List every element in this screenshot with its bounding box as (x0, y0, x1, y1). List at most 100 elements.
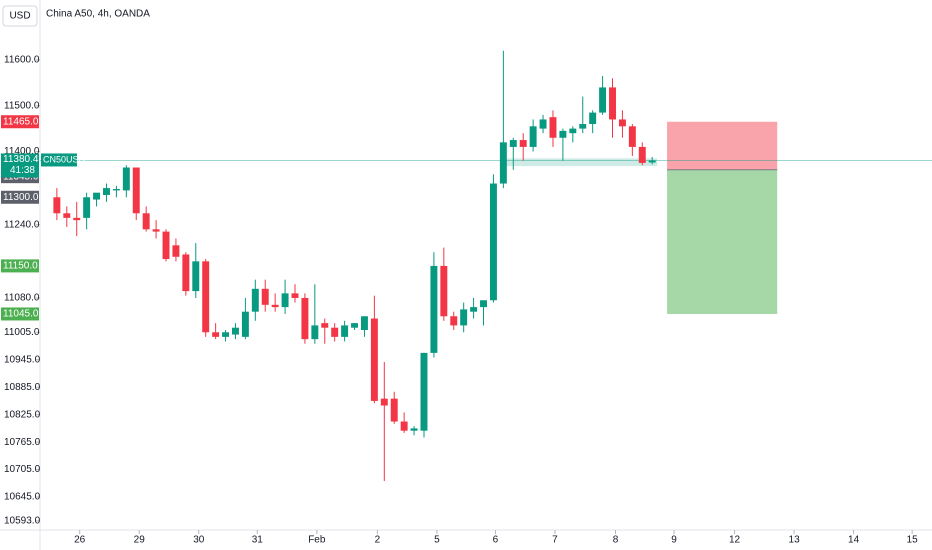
y-tick-label: 11500.0 (4, 100, 40, 111)
candle-body (579, 124, 587, 129)
y-tick-label: 11400.0 (4, 146, 40, 157)
candle-body (499, 142, 507, 184)
candle-body (589, 112, 597, 125)
chart-title: China A50, 4h, OANDA (46, 9, 150, 20)
candle-body (341, 325, 349, 337)
candle-body (331, 327, 339, 337)
x-tick-label: 29 (134, 535, 146, 546)
candle-body (311, 325, 319, 340)
candle-body (103, 188, 110, 195)
reward-zone (667, 169, 778, 314)
candle-body (261, 288, 269, 305)
candle-body (73, 217, 81, 221)
price-label-box (1, 190, 39, 204)
y-tick-label: 10705.0 (4, 464, 41, 475)
candle-body (281, 293, 289, 308)
candle-body (132, 167, 140, 214)
candle-body (390, 398, 398, 422)
x-tick-label: 15 (907, 535, 919, 546)
candle-body (142, 213, 150, 230)
price-label-box (1, 307, 39, 321)
x-tick-label: 8 (613, 535, 619, 546)
candle-body (192, 261, 200, 292)
candle-body (351, 323, 359, 328)
candle-body (638, 146, 646, 163)
candle-body (291, 293, 299, 298)
candle-body (628, 126, 636, 147)
price-label: 11300.0 (3, 192, 39, 203)
candle-body (400, 421, 408, 431)
candle-body (509, 140, 517, 147)
candle-body (251, 288, 259, 312)
candle-body (420, 352, 428, 431)
candle-body (360, 316, 368, 330)
countdown: 41:38 (10, 165, 35, 176)
x-tick-label: 6 (493, 535, 499, 546)
candle-body (321, 323, 329, 328)
candle-body (172, 245, 180, 257)
x-tick-label: 7 (552, 535, 558, 546)
x-tick-label: 2 (375, 535, 381, 546)
candle-body (618, 119, 626, 127)
candle-body (271, 304, 279, 308)
last-price-box (1, 153, 39, 178)
candle-body (162, 231, 170, 260)
candle-body (241, 311, 249, 337)
candle-body (231, 327, 239, 335)
currency-button[interactable] (2, 5, 38, 27)
y-tick-label: 10593.0 (4, 515, 41, 526)
price-label-box (1, 115, 39, 129)
price-label-box (1, 259, 39, 273)
symbol: CN50USD (43, 154, 86, 164)
candle-body (440, 265, 448, 317)
candle-body (480, 300, 487, 308)
support-zone (503, 158, 658, 167)
candle-body (122, 167, 130, 191)
x-tick-label: 14 (848, 535, 860, 546)
candle-body (609, 87, 616, 120)
y-tick-label: 10645.0 (4, 492, 41, 503)
currency[interactable]: USD (9, 11, 30, 22)
candle-body (63, 213, 71, 218)
y-tick-label: 11600.0 (4, 55, 40, 66)
candle-body (549, 117, 557, 138)
candle-body (539, 119, 547, 129)
y-tick-label: 11080.0 (4, 293, 40, 304)
candle-body (599, 87, 607, 113)
y-tick-label: 10765.0 (4, 437, 41, 448)
candle-body (410, 428, 418, 431)
candle-body (222, 332, 230, 337)
candle-body (489, 183, 497, 301)
candle-body (460, 309, 468, 326)
x-tick-label: 12 (729, 535, 741, 546)
y-tick-label: 10885.0 (4, 382, 41, 393)
y-tick-label: 11240.0 (4, 219, 40, 230)
candle-body (301, 297, 309, 340)
candle-body (569, 128, 577, 134)
y-tick-label: 10945.0 (4, 354, 41, 365)
candle-body (202, 261, 210, 333)
price-label: 11150.0 (3, 261, 38, 272)
candle-body (370, 318, 378, 401)
candle-body (648, 160, 656, 163)
candle-body (529, 126, 537, 147)
x-tick-label: 31 (252, 535, 264, 546)
x-tick-label: Feb (308, 535, 326, 546)
x-tick-label: 13 (789, 535, 801, 546)
candle-body (519, 140, 527, 147)
candle-body (450, 316, 458, 326)
candle-body (559, 130, 567, 138)
candle-body (152, 229, 160, 232)
y-tick-label: 11005.0 (4, 327, 40, 338)
candle-body (112, 189, 120, 191)
candle-body (430, 265, 438, 353)
candle-body (53, 197, 61, 214)
symbol-tag (41, 153, 77, 167)
price-label: 11465.0 (3, 116, 39, 127)
last-price: 11380.4 (3, 154, 39, 165)
candle-body (470, 307, 478, 312)
candle-body (83, 197, 91, 218)
